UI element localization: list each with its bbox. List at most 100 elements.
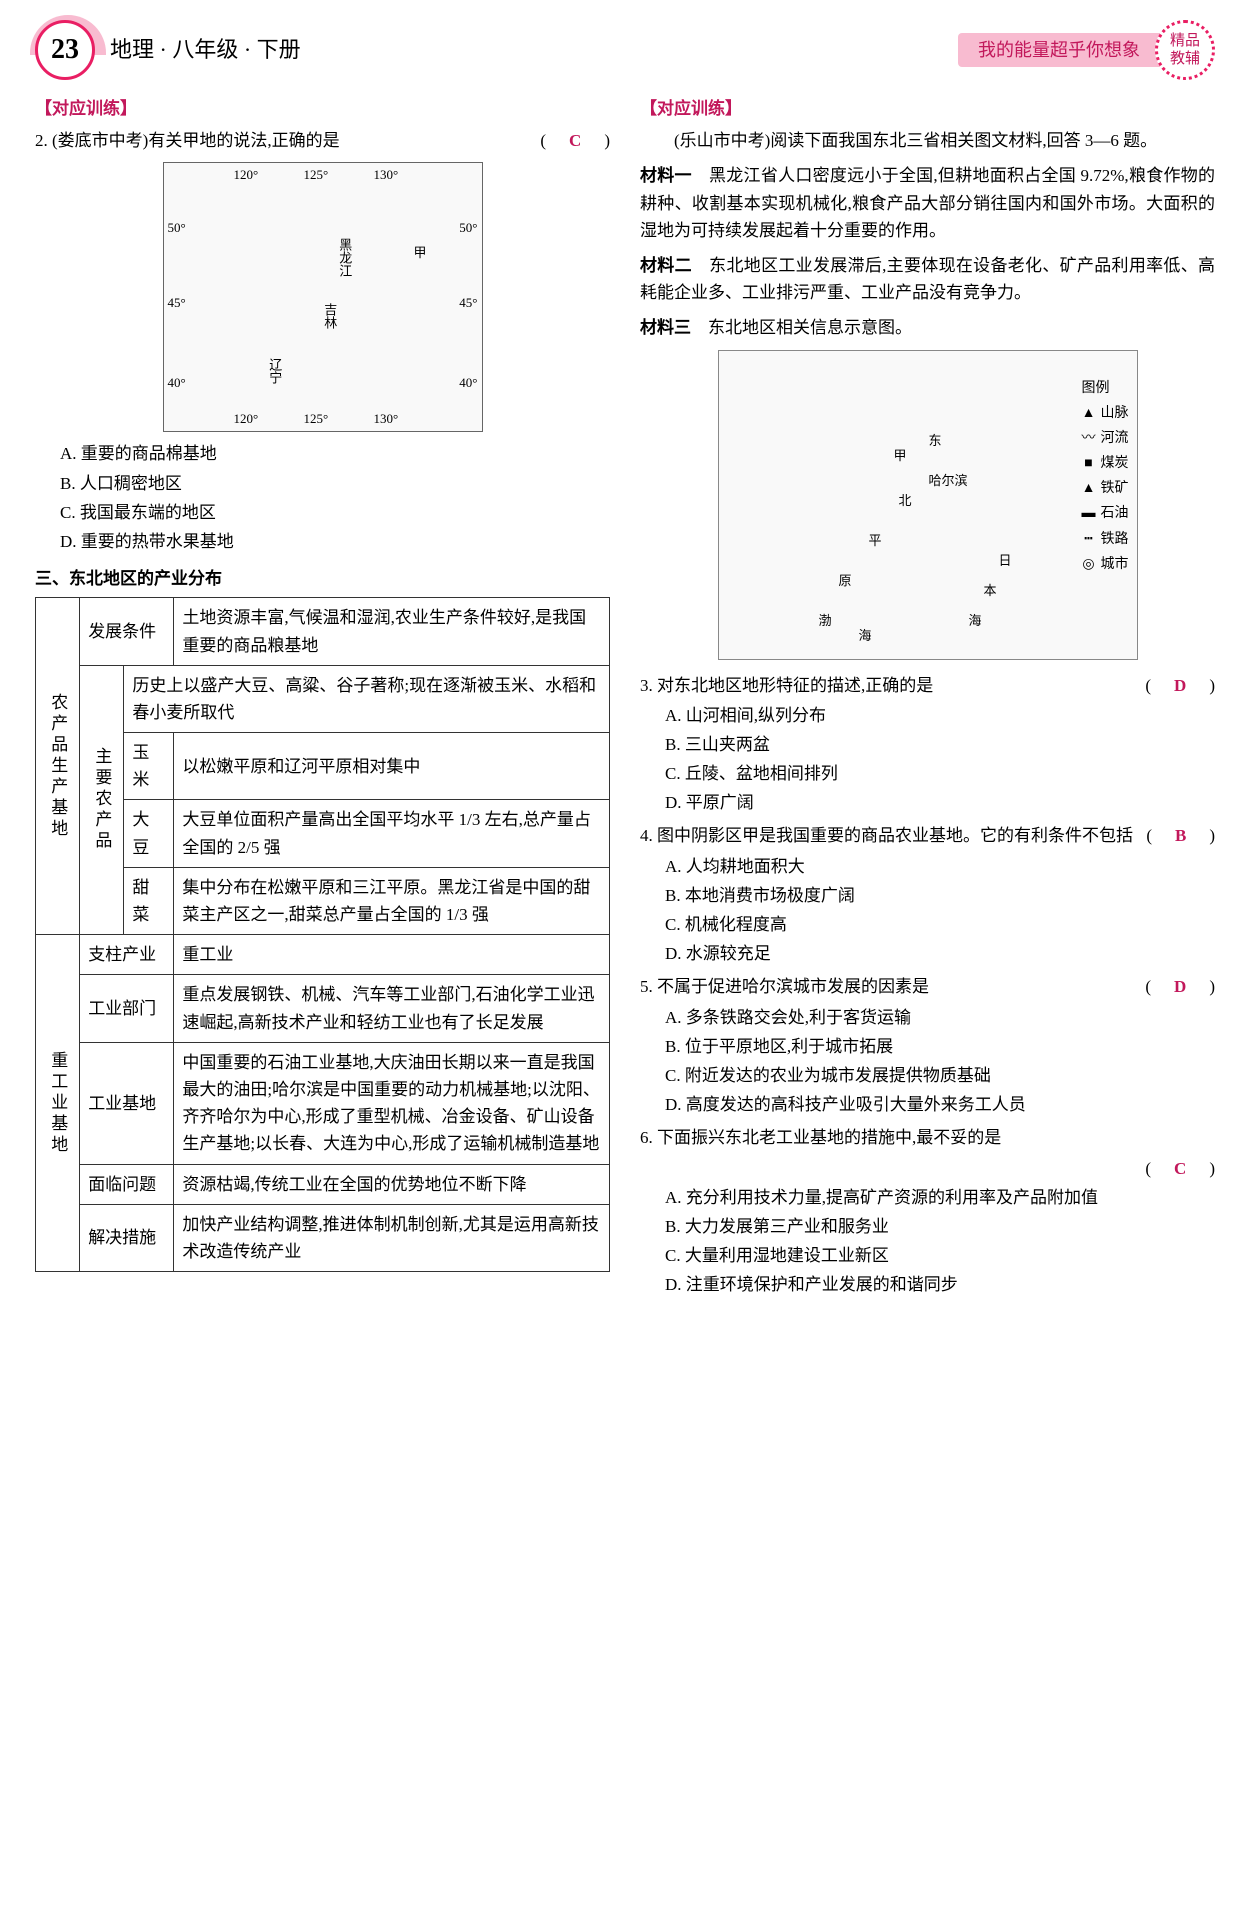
material3-map: 图例 ▲山脉 〰河流 ■煤炭 ▲铁矿 ▬石油 ┅铁路 ◎城市 哈尔滨 东 北 平…	[718, 350, 1138, 660]
badge-line2: 教辅	[1170, 50, 1200, 68]
map2-hai2: 海	[969, 611, 982, 632]
map-lon-130b: 130°	[374, 409, 399, 430]
page-number-badge: 23	[35, 20, 95, 80]
map-lon-125b: 125°	[304, 409, 329, 430]
q2-stem: 2. (娄底市中考)有关甲地的说法,正确的是	[35, 127, 540, 154]
material-3: 材料三 东北地区相关信息示意图。	[640, 314, 1215, 341]
q2-option-d: D. 重要的热带水果基地	[35, 528, 610, 555]
t1r1c1: 发展条件	[80, 598, 174, 665]
table-row: 面临问题 资源枯竭,传统工业在全国的优势地位不断下降	[36, 1164, 610, 1204]
t1r1c2: 土地资源丰富,气候温和湿润,农业生产条件较好,是我国重要的商品粮基地	[174, 598, 610, 665]
legend-rail: ┅铁路	[1082, 527, 1129, 552]
q4-answer-paren: ( B )	[1146, 822, 1215, 849]
q6-option-a: A. 充分利用技术力量,提高矿产资源的利用率及产品附加值	[640, 1184, 1215, 1211]
map2-ping: 平	[869, 531, 882, 552]
right-intro: (乐山市中考)阅读下面我国东北三省相关图文材料,回答 3—6 题。	[640, 127, 1215, 154]
t1r4c2: 大豆单位面积产量高出全国平均水平 1/3 左右,总产量占全国的 2/5 强	[174, 800, 610, 867]
t1r5c2: 集中分布在松嫩平原和三江平原。黑龙江省是中国的甜菜主产区之一,甜菜总产量占全国的…	[174, 867, 610, 934]
table-row: 解决措施 加快产业结构调整,推进体制机制创新,尤其是运用高新技术改造传统产业	[36, 1204, 610, 1271]
q4-stem: 4. 图中阴影区甲是我国重要的商品农业基地。它的有利条件不包括	[640, 822, 1146, 849]
q6-option-c: C. 大量利用湿地建设工业新区	[640, 1242, 1215, 1269]
left-section-label: 【对应训练】	[35, 95, 610, 122]
q4-option-d: D. 水源较充足	[640, 940, 1215, 967]
map2-bo: 渤	[819, 611, 832, 632]
q3-answer-paren: ( D )	[1145, 672, 1215, 699]
mat3-text: 东北地区相关信息示意图。	[691, 318, 912, 337]
map-jia: 甲	[414, 243, 427, 264]
q3-answer: D	[1174, 676, 1186, 695]
q2-answer: C	[569, 131, 581, 150]
t2r4c2: 资源枯竭,传统工业在全国的优势地位不断下降	[174, 1164, 610, 1204]
q2-option-b: B. 人口稠密地区	[35, 470, 610, 497]
t2r1c1: 支柱产业	[80, 935, 174, 975]
map2-hai1: 海	[859, 626, 872, 647]
question-2: 2. (娄底市中考)有关甲地的说法,正确的是 ( C ) 120° 125° 1…	[35, 127, 610, 555]
t2r1c2: 重工业	[174, 935, 610, 975]
mat1-label: 材料一	[640, 166, 692, 185]
right-section-label: 【对应训练】	[640, 95, 1215, 122]
content-columns: 【对应训练】 2. (娄底市中考)有关甲地的说法,正确的是 ( C ) 120°…	[35, 90, 1215, 1304]
q5-stem-line: 5. 不属于促进哈尔滨城市发展的因素是 ( D )	[640, 973, 1215, 1000]
question-6: 6. 下面振兴东北老工业基地的措施中,最不妥的是 ( C ) A. 充分利用技术…	[640, 1124, 1215, 1298]
q2-option-a: A. 重要的商品棉基地	[35, 440, 610, 467]
table-row: 农产品生产基地 发展条件 土地资源丰富,气候温和湿润,农业生产条件较好,是我国重…	[36, 598, 610, 665]
material-1: 材料一 黑龙江省人口密度远小于全国,但耕地面积占全国 9.72%,粮食作物的耕种…	[640, 162, 1215, 244]
q5-option-c: C. 附近发达的农业为城市发展提供物质基础	[640, 1062, 1215, 1089]
map-lat-50l: 50°	[168, 218, 186, 239]
mat2-label: 材料二	[640, 256, 692, 275]
map-lat-45l: 45°	[168, 293, 186, 314]
map-lat-50r: 50°	[459, 218, 477, 239]
map-lon-120t: 120°	[234, 165, 259, 186]
q3-option-c: C. 丘陵、盆地相间排列	[640, 760, 1215, 787]
t2r4c1: 面临问题	[80, 1164, 174, 1204]
q5-option-a: A. 多条铁路交会处,利于客货运输	[640, 1004, 1215, 1031]
q5-answer: D	[1174, 977, 1186, 996]
t1r2c2: 历史上以盛产大豆、高粱、谷子著称;现在逐渐被玉米、水稻和春小麦所取代	[124, 665, 610, 732]
table-row: 重工业基地 支柱产业 重工业	[36, 935, 610, 975]
map2-bei: 北	[899, 491, 912, 512]
q5-option-d: D. 高度发达的高科技产业吸引大量外来务工人员	[640, 1091, 1215, 1118]
mat2-text: 东北地区工业发展滞后,主要体现在设备老化、矿产品利用率低、高耗能企业多、工业排污…	[640, 256, 1215, 302]
t1r4c1: 大豆	[124, 800, 174, 867]
map-jl: 吉林	[319, 303, 340, 329]
legend-river: 〰河流	[1082, 426, 1129, 451]
question-5: 5. 不属于促进哈尔滨城市发展的因素是 ( D ) A. 多条铁路交会处,利于客…	[640, 973, 1215, 1118]
q6-option-b: B. 大力发展第三产业和服务业	[640, 1213, 1215, 1240]
q6-answer: C	[1174, 1159, 1186, 1178]
legend-mountain: ▲山脉	[1082, 401, 1129, 426]
t2r2c1: 工业部门	[80, 975, 174, 1042]
map2-yuan: 原	[839, 571, 852, 592]
map2-dong: 东	[929, 431, 942, 452]
page-number: 23	[51, 28, 79, 73]
question-4: 4. 图中阴影区甲是我国重要的商品农业基地。它的有利条件不包括 ( B ) A.…	[640, 822, 1215, 967]
q6-option-d: D. 注重环境保护和产业发展的和谐同步	[640, 1271, 1215, 1298]
q3-option-b: B. 三山夹两盆	[640, 731, 1215, 758]
table-row: 工业基地 中国重要的石油工业基地,大庆油田长期以来一直是我国最大的油田;哈尔滨是…	[36, 1042, 610, 1164]
legend-title: 图例	[1082, 376, 1129, 401]
q5-option-b: B. 位于平原地区,利于城市拓展	[640, 1033, 1215, 1060]
page-header: 23 地理 · 八年级 · 下册 我的能量超乎你想象 精品 教辅	[35, 20, 1215, 80]
tagline: 我的能量超乎你想象	[958, 33, 1160, 68]
map2-ri: 日	[999, 551, 1012, 572]
q6-stem-line: 6. 下面振兴东北老工业基地的措施中,最不妥的是	[640, 1124, 1215, 1151]
map-lon-120b: 120°	[234, 409, 259, 430]
q3-stem: 3. 对东北地区地形特征的描述,正确的是	[640, 672, 1145, 699]
q4-stem-line: 4. 图中阴影区甲是我国重要的商品农业基地。它的有利条件不包括 ( B )	[640, 822, 1215, 849]
map-lon-130t: 130°	[374, 165, 399, 186]
right-column: 【对应训练】 (乐山市中考)阅读下面我国东北三省相关图文材料,回答 3—6 题。…	[640, 90, 1215, 1304]
map2-jia: 甲	[894, 446, 907, 467]
quality-badge: 精品 教辅	[1155, 20, 1215, 80]
q6-answer-line: ( C )	[640, 1155, 1215, 1182]
left-column: 【对应训练】 2. (娄底市中考)有关甲地的说法,正确的是 ( C ) 120°…	[35, 90, 610, 1304]
t1r3c2: 以松嫩平原和辽河平原相对集中	[174, 733, 610, 800]
t2r2c2: 重点发展钢铁、机械、汽车等工业部门,石油化学工业迅速崛起,高新技术产业和轻纺工业…	[174, 975, 610, 1042]
book-title: 地理 · 八年级 · 下册	[110, 32, 301, 67]
map-ln: 辽宁	[264, 358, 285, 384]
map2-ben: 本	[984, 581, 997, 602]
q4-answer: B	[1175, 826, 1186, 845]
q6-stem: 6. 下面振兴东北老工业基地的措施中,最不妥的是	[640, 1124, 1215, 1151]
badge-line1: 精品	[1170, 32, 1200, 50]
industry-table: 农产品生产基地 发展条件 土地资源丰富,气候温和湿润,农业生产条件较好,是我国重…	[35, 597, 610, 1272]
q3-option-d: D. 平原广阔	[640, 789, 1215, 816]
map2-haerbin: 哈尔滨	[929, 471, 968, 492]
